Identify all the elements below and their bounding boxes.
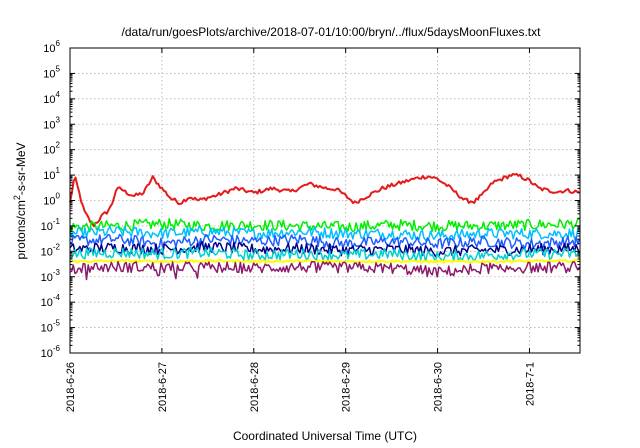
series-line <box>69 246 580 263</box>
x-tick-label: 2018-6-29 <box>341 362 353 412</box>
y-axis-title-rest: -s-sr-MeV <box>14 142 28 195</box>
y-tick-base: 10 <box>41 348 53 360</box>
series-line <box>69 233 581 250</box>
y-tick-label: 103 <box>43 115 60 131</box>
y-tick-label: 101 <box>43 166 60 182</box>
grid-layer <box>70 48 580 353</box>
y-tick-exponent: -6 <box>53 344 61 353</box>
y-tick-base: 10 <box>43 196 55 208</box>
y-tick-label: 10-4 <box>41 293 61 309</box>
y-axis-title: protons/cm2-s-sr-MeV <box>12 142 28 259</box>
y-tick-label: 10-3 <box>41 268 61 284</box>
y-tick-label: 10-6 <box>41 344 61 360</box>
y-tick-exponent: -3 <box>53 268 61 277</box>
y-axis-title-main: protons/cm <box>14 200 28 259</box>
y-tick-base: 10 <box>41 323 53 335</box>
series-line <box>69 258 580 264</box>
y-tick-exponent: -5 <box>53 319 61 328</box>
y-tick-base: 10 <box>41 272 53 284</box>
y-axis-title-superscript: 2 <box>12 195 22 200</box>
x-tick-label: 2018-6-30 <box>433 362 445 412</box>
y-tick-exponent: 2 <box>56 141 61 150</box>
x-tick-label: 2018-7-1 <box>524 362 536 406</box>
y-tick-base: 10 <box>43 43 55 55</box>
y-tick-exponent: -1 <box>53 217 61 226</box>
y-tick-label: 100 <box>43 192 60 208</box>
x-tick-label: 2018-6-27 <box>157 362 169 412</box>
y-tick-label: 10-5 <box>41 319 61 335</box>
tick-layer: 10610510410310210110010-110-210-310-410-… <box>41 39 580 412</box>
y-tick-base: 10 <box>41 246 53 258</box>
y-tick-base: 10 <box>43 170 55 182</box>
y-tick-exponent: 6 <box>56 39 61 48</box>
x-tick-label: 2018-6-26 <box>65 362 77 412</box>
y-tick-label: 10-1 <box>41 217 61 233</box>
y-tick-label: 105 <box>43 64 60 80</box>
y-tick-base: 10 <box>43 68 55 80</box>
series-line <box>69 260 581 281</box>
y-tick-exponent: -4 <box>53 293 61 302</box>
y-tick-base: 10 <box>41 297 53 309</box>
y-tick-exponent: 3 <box>56 115 61 124</box>
y-tick-base: 10 <box>43 145 55 157</box>
series-layer <box>69 172 581 281</box>
y-tick-base: 10 <box>43 94 55 106</box>
series-line <box>69 172 580 228</box>
y-tick-exponent: 1 <box>56 166 61 175</box>
y-tick-label: 102 <box>43 141 60 157</box>
series-line <box>69 217 580 233</box>
x-axis-title: Coordinated Universal Time (UTC) <box>233 429 417 443</box>
x-tick-label: 2018-6-28 <box>249 362 261 412</box>
y-tick-label: 10-2 <box>41 242 61 258</box>
y-tick-exponent: 5 <box>56 64 61 73</box>
y-tick-exponent: 4 <box>56 90 61 99</box>
y-tick-base: 10 <box>43 119 55 131</box>
y-tick-label: 104 <box>43 90 60 106</box>
series-line <box>69 241 581 258</box>
chart-title: /data/run/goesPlots/archive/2018-07-01/1… <box>122 25 542 39</box>
y-tick-base: 10 <box>41 221 53 233</box>
y-tick-label: 106 <box>43 39 60 55</box>
y-tick-exponent: -2 <box>53 242 61 251</box>
y-tick-exponent: 0 <box>56 192 61 201</box>
series-line <box>69 225 581 242</box>
